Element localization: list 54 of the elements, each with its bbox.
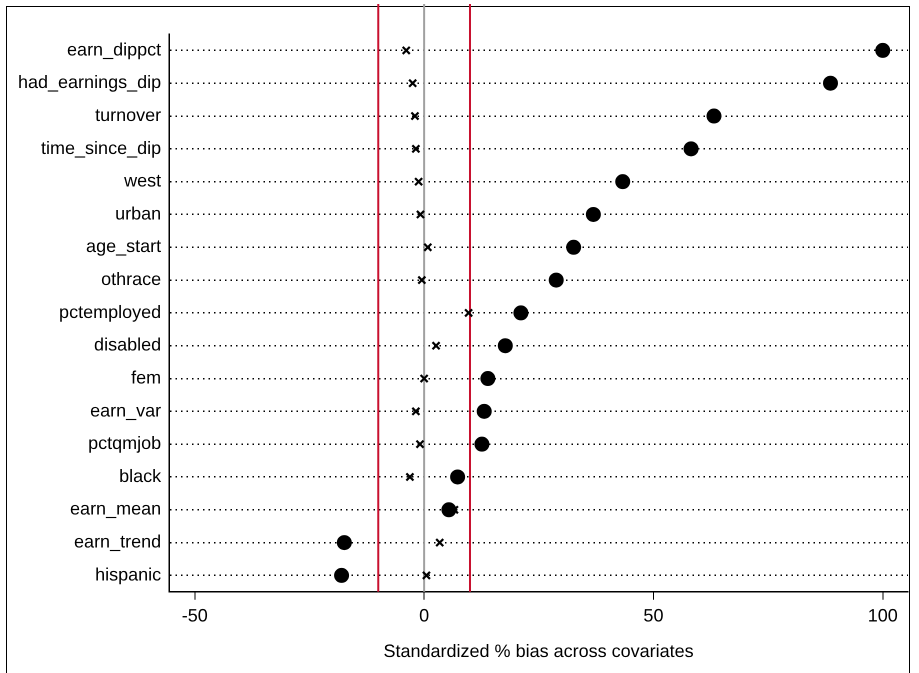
- point: [480, 371, 496, 386]
- point: [414, 177, 424, 186]
- point: [684, 141, 699, 156]
- point: [402, 46, 411, 56]
- point: [615, 174, 630, 190]
- point: [336, 535, 352, 550]
- point: [417, 275, 426, 285]
- point: [423, 242, 432, 252]
- x-tick-label: 50: [643, 606, 664, 626]
- y-tick-label: earn_dippct: [67, 39, 162, 60]
- y-tick-label: west: [123, 170, 162, 191]
- y-tick-label: turnover: [95, 105, 162, 125]
- point: [706, 108, 722, 124]
- point: [450, 469, 466, 484]
- x-tick-label: 0: [419, 606, 430, 626]
- y-tick-label: fem: [131, 367, 162, 388]
- y-tick-label: black: [119, 466, 162, 486]
- point: [822, 76, 838, 91]
- point: [476, 404, 492, 419]
- point: [408, 78, 418, 88]
- x-tick-label: 100: [868, 606, 898, 626]
- point: [422, 570, 432, 580]
- point: [464, 308, 474, 318]
- point: [566, 240, 582, 255]
- y-tick-label: disabled: [94, 334, 162, 355]
- point: [419, 374, 429, 384]
- y-tick-label: earn_var: [90, 400, 162, 420]
- point: [334, 568, 350, 583]
- point: [411, 406, 421, 416]
- point: [416, 210, 426, 220]
- y-tick-label: had_earnings_dip: [18, 72, 162, 92]
- point: [435, 538, 444, 548]
- point: [586, 206, 601, 222]
- point: [474, 436, 490, 452]
- point: [875, 42, 890, 58]
- y-tick-label: pctemployed: [59, 302, 162, 322]
- point: [415, 440, 425, 449]
- y-tick-label: pctqmjob: [88, 433, 162, 454]
- point: [411, 144, 421, 154]
- y-tick-label: hispanic: [95, 564, 162, 584]
- y-tick-label: urban: [115, 203, 162, 224]
- point: [410, 111, 420, 121]
- x-tick-label: -50: [182, 606, 208, 626]
- point: [431, 341, 441, 350]
- y-tick-label: othrace: [101, 269, 162, 290]
- y-tick-label: time_since_dip: [41, 138, 162, 158]
- point: [498, 338, 513, 354]
- x-axis-title: Standardized % bias across covariates: [383, 641, 694, 662]
- point: [405, 472, 415, 482]
- point: [548, 272, 564, 288]
- y-tick-label: age_start: [86, 236, 162, 256]
- y-tick-label: earn_trend: [74, 532, 162, 552]
- point: [513, 305, 528, 320]
- y-tick-label: earn_mean: [70, 498, 162, 519]
